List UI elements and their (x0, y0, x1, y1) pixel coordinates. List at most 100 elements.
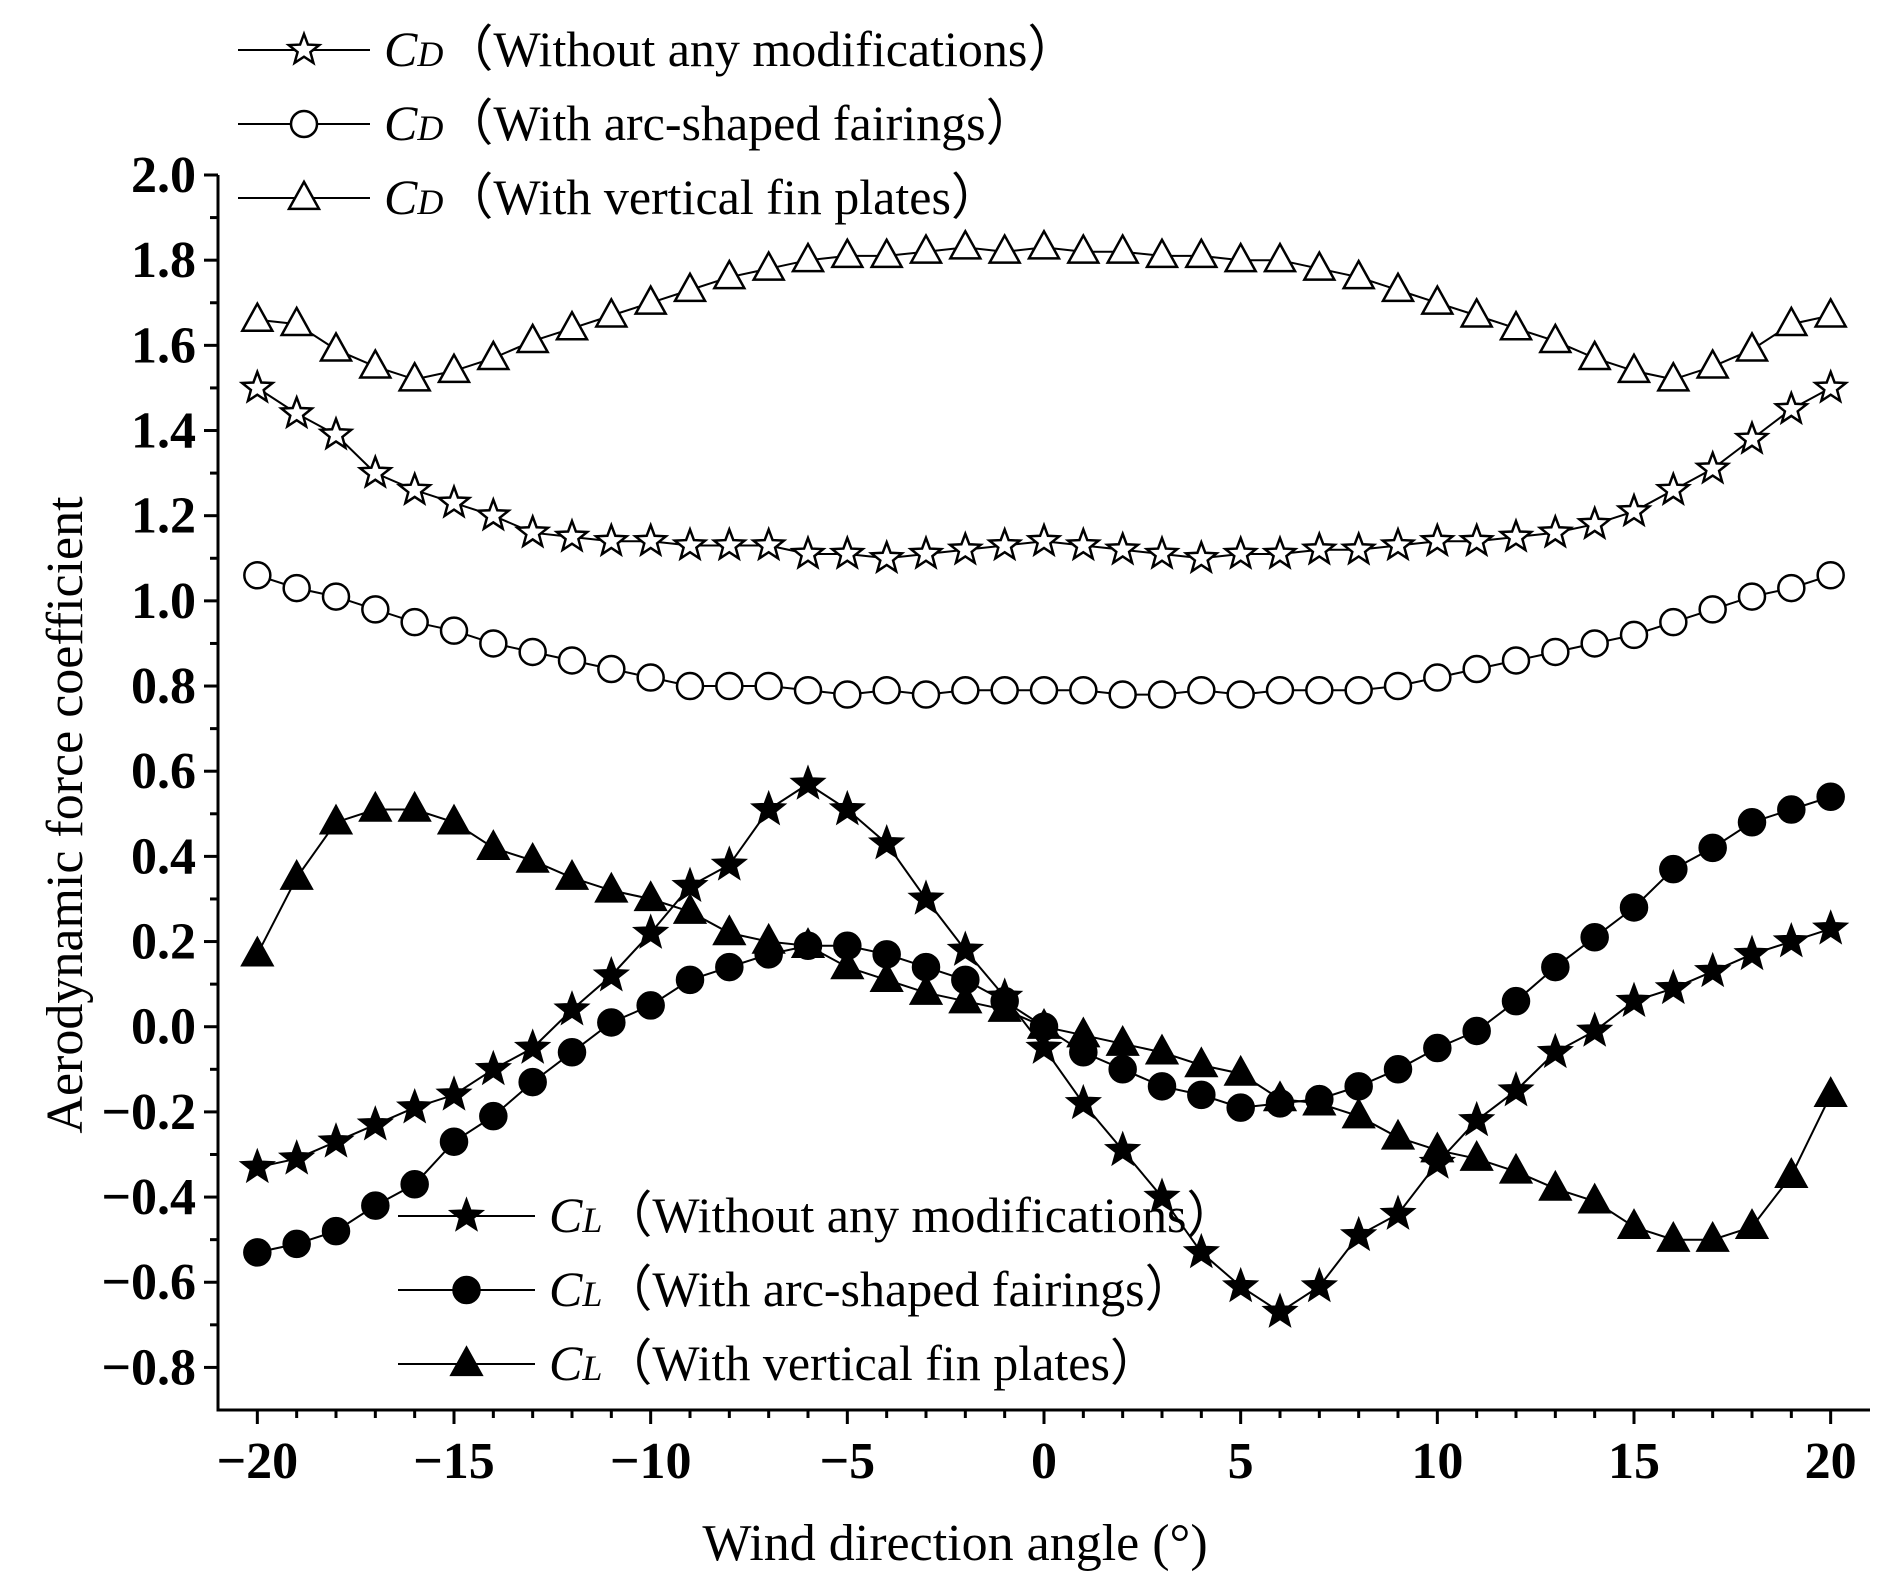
data-point-cl_fin (397, 790, 432, 822)
data-point-cd_none (1261, 534, 1299, 570)
data-point-cl_fin (948, 982, 983, 1014)
data-point-cl_none (1693, 951, 1732, 988)
data-point-cd_none (1064, 525, 1103, 562)
data-point-cl_fin (1105, 1025, 1140, 1056)
series-cl_fin (240, 790, 1848, 1252)
data-point-cd_arc (911, 680, 941, 709)
data-point-cd_arc (1069, 676, 1098, 705)
data-point-cd_none (1457, 521, 1496, 558)
data-point-cl_none (1025, 1028, 1063, 1064)
y-tick-label: 1.8 (131, 232, 196, 289)
data-point-cd_arc (1737, 582, 1767, 611)
data-point-cd_none (238, 368, 277, 404)
data-point-cl_arc (243, 1238, 272, 1267)
data-point-cd_fin (1144, 237, 1180, 269)
data-point-cd_none (1654, 470, 1693, 506)
data-point-cd_arc (1305, 676, 1334, 705)
data-point-cd_fin (751, 249, 786, 281)
data-point-cd_fin (1262, 241, 1298, 273)
data-point-cd_fin (1302, 249, 1337, 281)
y-tick-label: 0.6 (131, 743, 196, 800)
data-point-cd_none (1693, 449, 1732, 485)
data-point-cl_arc (518, 1067, 547, 1097)
data-point-cl_none (867, 824, 906, 860)
data-point-cd_none (1772, 389, 1811, 426)
series-cl_arc (243, 782, 1845, 1267)
data-point-cd_arc (1344, 676, 1373, 705)
x-tick-label: −10 (610, 1433, 692, 1490)
data-point-cd_arc (1816, 561, 1845, 590)
data-point-cl_none (513, 1028, 552, 1064)
data-point-cd_fin (830, 237, 865, 269)
data-point-cl_arc (715, 952, 744, 982)
data-point-cl_none (1536, 1032, 1574, 1069)
data-point-cd_none (513, 513, 552, 549)
data-point-cl_arc (597, 1008, 626, 1037)
legend-entry-cl_fin: CL（With vertical fin plates） (398, 1335, 1160, 1391)
data-point-cd_none (1300, 530, 1339, 566)
data-point-cl_none (553, 990, 591, 1026)
data-point-cd_fin (436, 352, 472, 384)
data-point-cd_fin (987, 232, 1022, 264)
data-point-cl_none (789, 764, 827, 800)
data-point-cd_arc (479, 629, 508, 658)
data-point-cd_none (1575, 504, 1614, 541)
data-point-cl_fin (1774, 1157, 1809, 1188)
data-point-cl_fin (908, 973, 944, 1005)
data-point-cl_fin (1184, 1046, 1219, 1078)
series-layer (238, 228, 1850, 1328)
data-point-cd_arc (990, 676, 1019, 705)
legend-marker-cd_fin (286, 179, 322, 211)
y-tick-label: 0.0 (131, 999, 196, 1056)
data-point-cd_fin (1538, 322, 1573, 354)
data-point-cl_arc (1344, 1072, 1373, 1101)
data-point-cd_arc (1423, 663, 1452, 692)
y-tick-label: 1.6 (131, 317, 196, 374)
data-point-cd_fin (594, 296, 629, 328)
data-point-cl_none (395, 1088, 434, 1124)
series-cd_fin (240, 228, 1848, 392)
data-point-cl_fin (476, 829, 511, 861)
data-point-cl_none (1457, 1100, 1496, 1137)
data-point-cl_none (474, 1049, 513, 1086)
data-point-cl_fin (318, 803, 354, 835)
data-point-cl_arc (479, 1101, 508, 1131)
data-point-cd_none (1182, 538, 1220, 575)
data-point-cl_arc (1147, 1072, 1177, 1101)
data-point-cd_arc (951, 676, 980, 705)
data-point-cd_arc (1462, 654, 1491, 684)
data-point-cl_fin (515, 841, 550, 873)
legend-entry-cl_none: CL（Without any modifications） (398, 1187, 1236, 1243)
data-point-cd_fin (1459, 296, 1494, 328)
data-point-cd_none (1418, 521, 1457, 558)
data-point-cl_fin (1144, 1033, 1180, 1065)
data-point-cd_arc (439, 616, 469, 645)
data-point-cd_arc (1226, 680, 1255, 709)
data-point-cd_fin (1026, 228, 1062, 260)
data-point-cd_arc (1619, 620, 1649, 650)
legend: CD（Without any modifications） CD（With arc… (238, 21, 1236, 1391)
data-point-cl_fin (672, 893, 708, 924)
data-point-cl_arc (1108, 1055, 1137, 1084)
data-point-cd_arc (1187, 676, 1216, 705)
data-point-cl_none (1812, 909, 1850, 945)
data-point-cd_fin (554, 309, 590, 341)
data-point-cd_arc (872, 676, 901, 705)
legend-label-cl_none: CL（Without any modifications） (549, 1187, 1236, 1243)
data-point-cl_fin (436, 803, 472, 835)
data-point-cd_none (1536, 513, 1575, 549)
data-point-cl_fin (712, 914, 747, 946)
data-point-cd_fin (1341, 258, 1376, 290)
data-point-cl_fin (1380, 1118, 1416, 1150)
data-point-cd_none (1379, 525, 1417, 562)
data-point-cl_arc (1737, 808, 1767, 837)
data-point-cd_none (907, 534, 945, 570)
x-tick-label: −20 (217, 1433, 299, 1490)
data-point-cd_fin (948, 228, 983, 260)
data-point-cd_none (671, 525, 709, 562)
data-point-cl_fin (1577, 1182, 1612, 1214)
data-point-cl_none (907, 879, 945, 915)
data-point-cd_none (474, 496, 513, 532)
data-point-cd_fin (1813, 296, 1848, 328)
series-cd_arc (243, 561, 1845, 709)
